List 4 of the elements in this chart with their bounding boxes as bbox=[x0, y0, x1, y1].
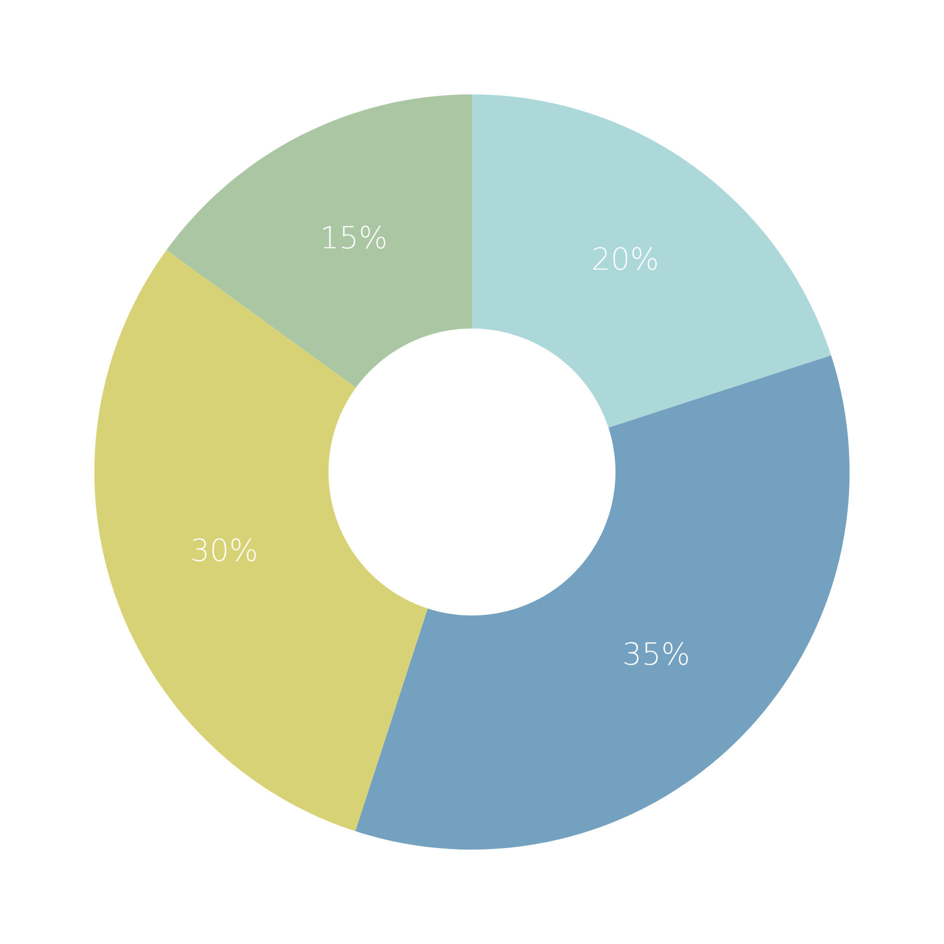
data-label: 35% bbox=[624, 642, 688, 666]
data-label: 20% bbox=[593, 246, 657, 270]
data-label: 30% bbox=[192, 538, 256, 562]
data-label: 15% bbox=[323, 226, 386, 249]
